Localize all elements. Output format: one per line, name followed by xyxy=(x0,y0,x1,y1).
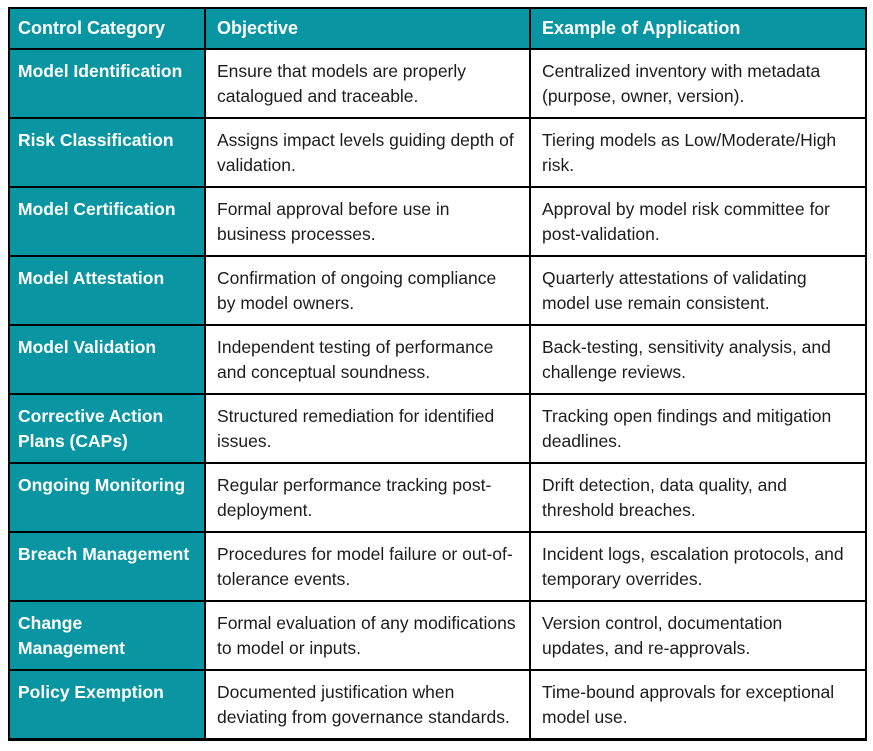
row-example-cell: Centralized inventory with metadata (pur… xyxy=(529,48,867,120)
row-example-cell: Drift detection, data quality, and thres… xyxy=(529,462,867,534)
column-header-control-category: Control Category xyxy=(8,6,206,51)
table-row: Model Attestation Confirmation of ongoin… xyxy=(8,255,867,327)
table-row: Policy Exemption Documented justificatio… xyxy=(8,669,867,741)
row-objective-cell: Confirmation of ongoing compliance by mo… xyxy=(204,255,531,327)
row-category-cell: Policy Exemption xyxy=(8,669,206,741)
row-objective-cell: Independent testing of performance and c… xyxy=(204,324,531,396)
row-category-cell: Model Identification xyxy=(8,48,206,120)
table-row: Ongoing Monitoring Regular performance t… xyxy=(8,462,867,534)
table-row: Change Management Formal evaluation of a… xyxy=(8,600,867,672)
row-example-cell: Approval by model risk committee for pos… xyxy=(529,186,867,258)
row-example-cell: Incident logs, escalation protocols, and… xyxy=(529,531,867,603)
row-category-cell: Model Certification xyxy=(8,186,206,258)
row-example-cell: Back-testing, sensitivity analysis, and … xyxy=(529,324,867,396)
row-objective-cell: Assigns impact levels guiding depth of v… xyxy=(204,117,531,189)
row-category-cell: Model Attestation xyxy=(8,255,206,327)
row-objective-cell: Procedures for model failure or out-of-t… xyxy=(204,531,531,603)
row-example-cell: Tracking open findings and mitigation de… xyxy=(529,393,867,465)
row-objective-cell: Ensure that models are properly catalogu… xyxy=(204,48,531,120)
table-row: Corrective Action Plans (CAPs) Structure… xyxy=(8,393,867,465)
row-category-cell: Breach Management xyxy=(8,531,206,603)
row-category-cell: Corrective Action Plans (CAPs) xyxy=(8,393,206,465)
row-example-cell: Time-bound approvals for exceptional mod… xyxy=(529,669,867,741)
row-objective-cell: Formal evaluation of any modifications t… xyxy=(204,600,531,672)
table-row: Model Identification Ensure that models … xyxy=(8,48,867,120)
row-objective-cell: Regular performance tracking post-deploy… xyxy=(204,462,531,534)
row-category-cell: Ongoing Monitoring xyxy=(8,462,206,534)
column-header-example-of-application: Example of Application xyxy=(529,6,867,51)
row-category-cell: Risk Classification xyxy=(8,117,206,189)
row-example-cell: Tiering models as Low/Moderate/High risk… xyxy=(529,117,867,189)
governance-controls-table: Control Category Objective Example of Ap… xyxy=(8,6,867,742)
table-row: Risk Classification Assigns impact level… xyxy=(8,117,867,189)
row-category-cell: Change Management xyxy=(8,600,206,672)
table-body: Model Identification Ensure that models … xyxy=(8,48,867,741)
table-row: Breach Management Procedures for model f… xyxy=(8,531,867,603)
row-objective-cell: Structured remediation for identified is… xyxy=(204,393,531,465)
row-objective-cell: Documented justification when deviating … xyxy=(204,669,531,741)
row-example-cell: Quarterly attestations of validating mod… xyxy=(529,255,867,327)
header-row: Control Category Objective Example of Ap… xyxy=(8,6,867,51)
column-header-objective: Objective xyxy=(204,6,531,51)
table-row: Model Validation Independent testing of … xyxy=(8,324,867,396)
row-example-cell: Version control, documentation updates, … xyxy=(529,600,867,672)
row-objective-cell: Formal approval before use in business p… xyxy=(204,186,531,258)
row-category-cell: Model Validation xyxy=(8,324,206,396)
table-row: Model Certification Formal approval befo… xyxy=(8,186,867,258)
